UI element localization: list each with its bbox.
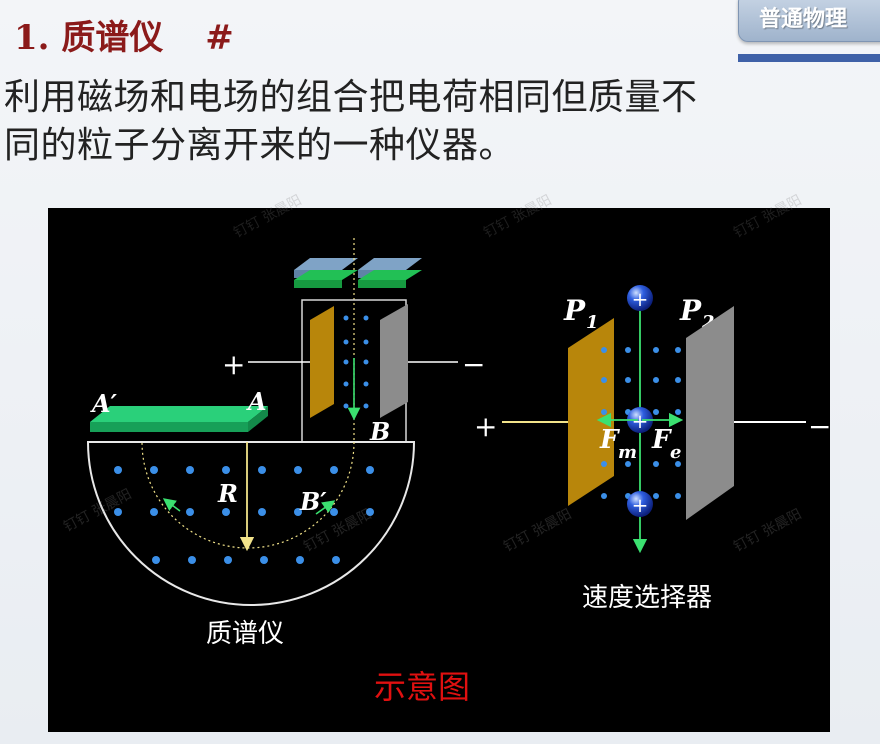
detector-slab-front [90, 422, 248, 432]
caption-velocity-selector: 速度选择器 [582, 583, 712, 613]
course-tab-label: 普通物理 [759, 7, 848, 32]
detector-slab-top [90, 406, 268, 422]
label-fm: F [599, 425, 620, 455]
caption-schematic: 示意图 [374, 668, 470, 706]
slide-title: 1. 质谱仪 # [14, 10, 234, 59]
particle-top [627, 285, 653, 311]
plate-p2 [686, 306, 734, 520]
label-fm-sub: m [618, 442, 637, 463]
small-plus-sign: + [222, 348, 245, 381]
title-hash: # [205, 18, 234, 58]
selector-minus-sign: − [808, 410, 830, 443]
label-a-prime: A′ [90, 389, 118, 418]
label-fe-sub: e [670, 442, 681, 463]
label-a: A [246, 387, 267, 416]
label-p1-sub: 1 [586, 312, 599, 333]
particle-bottom [627, 491, 653, 517]
diagram-panel: + − A′ A B R B′ 质谱仪 P 1 P 2 [48, 208, 830, 732]
chamber-field-dots [114, 466, 374, 564]
diagram-svg: + − A′ A B R B′ 质谱仪 P 1 P 2 [86, 238, 830, 706]
plate-p1 [568, 318, 614, 506]
course-tab[interactable]: 普通物理 [738, 0, 880, 42]
tab-rule [738, 54, 880, 62]
particle-middle-sign: + [632, 409, 649, 433]
label-p2: P [679, 294, 702, 327]
particle-middle [627, 407, 653, 433]
intro-line-1: 利用磁场和电场的组合把电荷相同但质量不 [4, 77, 698, 118]
selector-field-dots [601, 347, 681, 499]
particle-bottom-sign: + [632, 493, 649, 517]
intro-line-2: 同的粒子分离开来的一种仪器。 [4, 125, 516, 166]
path-arrow-left [162, 498, 181, 512]
detector-slab-side [248, 406, 268, 432]
label-b: B [369, 417, 390, 446]
source-plates [294, 258, 422, 288]
selector-plus-sign: + [474, 410, 497, 443]
small-selector-field-dots [343, 315, 369, 409]
label-b-prime: B′ [299, 487, 327, 516]
particle-top-sign: + [632, 287, 649, 311]
magnetic-chamber [86, 441, 416, 606]
small-gray-plate [380, 304, 408, 418]
label-fe: F [651, 425, 672, 455]
small-minus-sign: − [462, 348, 485, 381]
title-text: 1. 质谱仪 [14, 18, 164, 58]
intro-text: 利用磁场和电场的组合把电荷相同但质量不 同的粒子分离开来的一种仪器。 [4, 74, 880, 170]
label-p1: P [563, 294, 586, 327]
small-gold-plate [310, 306, 334, 418]
label-r: R [217, 479, 238, 508]
path-arrow-right [315, 500, 336, 515]
caption-mass-spec: 质谱仪 [206, 619, 284, 649]
